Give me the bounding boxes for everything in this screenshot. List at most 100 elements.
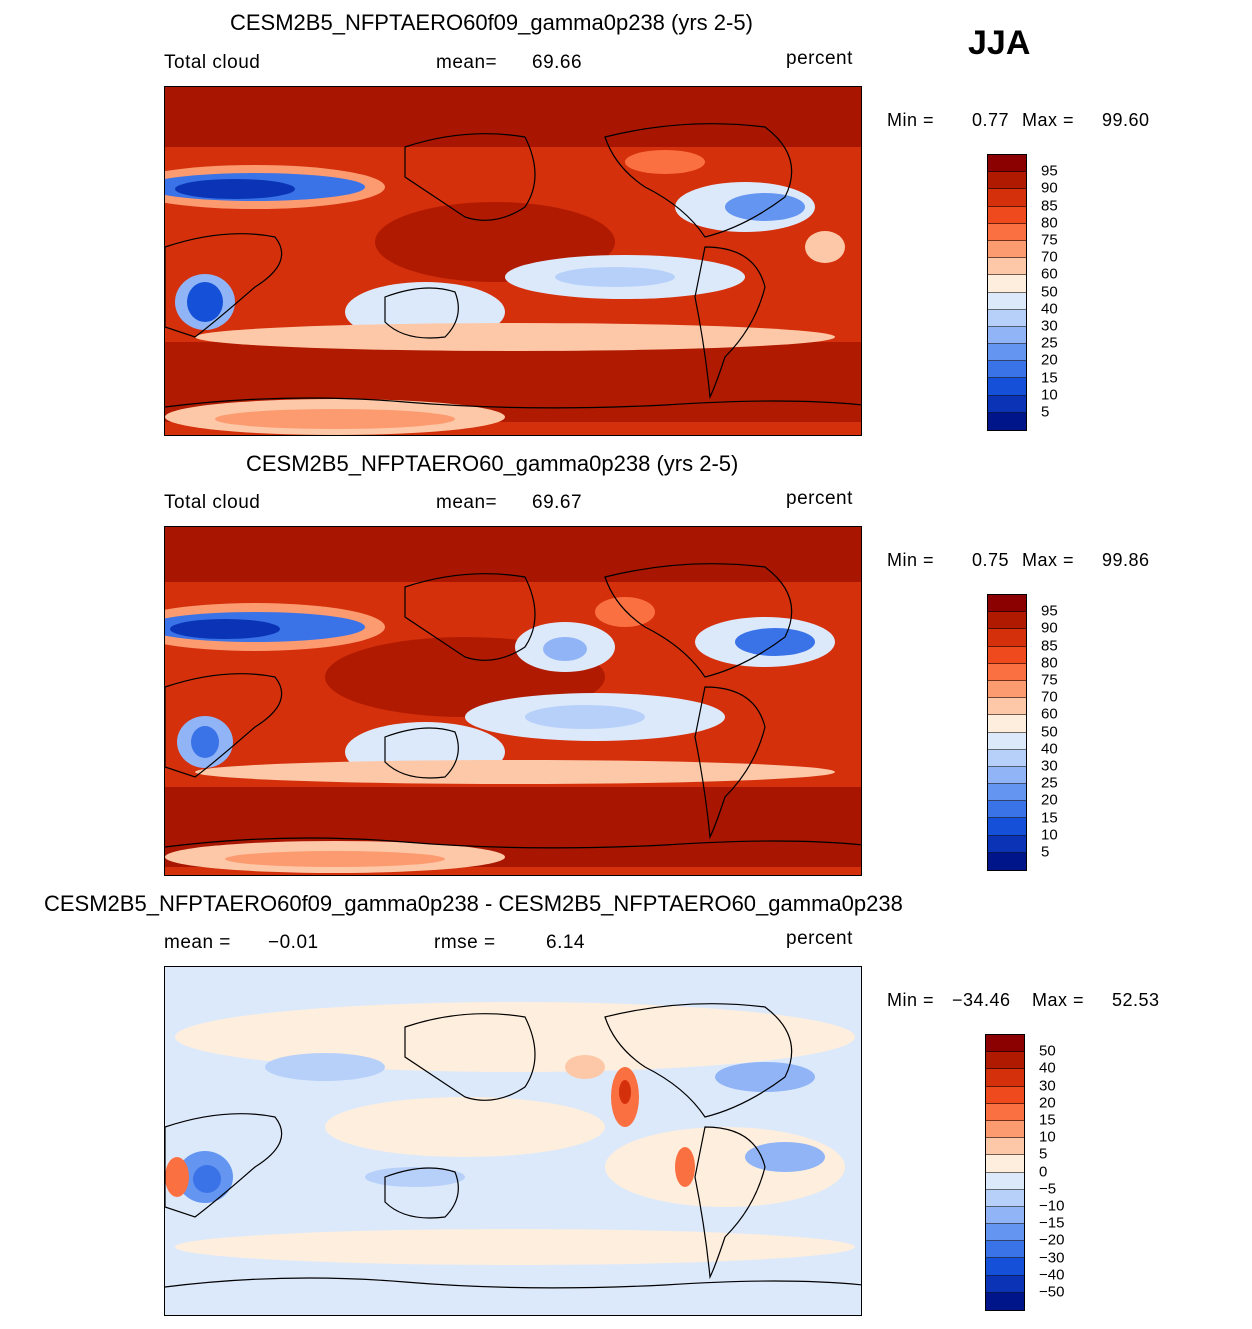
colorbar-swatch xyxy=(986,1069,1024,1087)
colorbar-tick-label: 20 xyxy=(1039,1094,1056,1112)
colorbar-swatch xyxy=(988,801,1026,819)
panel-3-rmse-value: 6.14 xyxy=(546,932,585,953)
panel-1-title: CESM2B5_NFPTAERO60f09_gamma0p238 (yrs 2-… xyxy=(230,10,753,35)
colorbar-swatch xyxy=(988,852,1026,870)
colorbar-tick-label: 85 xyxy=(1041,197,1058,215)
colorbar-swatch xyxy=(988,784,1026,802)
colorbar-swatch xyxy=(988,818,1026,836)
colorbar-swatch xyxy=(988,326,1026,345)
colorbar-swatch xyxy=(986,1035,1024,1053)
colorbar-swatch xyxy=(988,412,1026,430)
colorbar-tick-label: 60 xyxy=(1041,265,1058,283)
colorbar-swatch xyxy=(986,1120,1024,1139)
panel-1-mean-value: 69.66 xyxy=(532,52,583,73)
colorbar-tick-label: 0 xyxy=(1039,1163,1048,1181)
colorbar-swatch xyxy=(986,1138,1024,1156)
colorbar-tick-label: 95 xyxy=(1041,602,1058,620)
colorbar-tick-label: 15 xyxy=(1039,1111,1056,1129)
colorbar-tick-label: 20 xyxy=(1041,351,1058,369)
colorbar-swatch xyxy=(986,1155,1024,1173)
colorbar-swatch xyxy=(988,240,1026,259)
colorbar-swatch xyxy=(986,1275,1024,1293)
colorbar-tick-label: 80 xyxy=(1041,214,1058,232)
colorbar-swatch xyxy=(988,732,1026,750)
colorbar-tick-label: 15 xyxy=(1041,809,1058,827)
colorbar-swatch xyxy=(988,646,1026,664)
panel-2-mean-label: mean= xyxy=(436,492,498,513)
panel-2-min-label: Min = xyxy=(887,550,935,570)
season-label: JJA xyxy=(968,24,1031,62)
panel-1-min-value: 0.77 xyxy=(972,110,1010,130)
colorbar-swatch xyxy=(988,749,1026,767)
panel-3-units: percent xyxy=(786,928,853,949)
colorbar-swatch xyxy=(986,1189,1024,1207)
colorbar-swatch xyxy=(988,395,1026,413)
colorbar-tick-label: 25 xyxy=(1041,774,1058,792)
colorbar-swatch xyxy=(988,835,1026,853)
panel-3-mean-value: −0.01 xyxy=(268,932,319,953)
colorbar-tick-label: 5 xyxy=(1041,403,1050,421)
panel-2-min-value: 0.75 xyxy=(972,550,1010,570)
colorbar-tick-label: −30 xyxy=(1039,1249,1065,1267)
colorbar-tick-label: 10 xyxy=(1041,386,1058,404)
colorbar-tick-label: 5 xyxy=(1039,1145,1048,1163)
colorbar-swatch xyxy=(988,172,1026,190)
panel-3-min-label: Min = xyxy=(887,990,935,1010)
colorbar-tick-label: −20 xyxy=(1039,1231,1065,1249)
colorbar-swatch xyxy=(988,189,1026,207)
colorbar-swatch xyxy=(988,595,1026,613)
colorbar-tick-label: 70 xyxy=(1041,248,1058,266)
colorbar-tick-label: 15 xyxy=(1041,369,1058,387)
colorbar-tick-label: 75 xyxy=(1041,671,1058,689)
colorbar-tick-label: 50 xyxy=(1041,723,1058,741)
panel-2-map-field xyxy=(165,527,861,875)
colorbar-tick-label: 5 xyxy=(1041,843,1050,861)
colorbar-tick-label: 30 xyxy=(1041,757,1058,775)
colorbar-swatches xyxy=(985,1034,1025,1311)
colorbar-tick-label: 10 xyxy=(1041,826,1058,844)
colorbar-swatch xyxy=(988,361,1026,379)
colorbar-swatch xyxy=(988,698,1026,716)
colorbar-swatch xyxy=(988,680,1026,699)
colorbar-swatch xyxy=(988,344,1026,362)
colorbar-tick-label: 90 xyxy=(1041,179,1058,197)
colorbar-tick-label: −10 xyxy=(1039,1197,1065,1215)
panel-3-max-value: 52.53 xyxy=(1112,990,1160,1010)
colorbar-tick-label: 95 xyxy=(1041,162,1058,180)
colorbar-swatch xyxy=(986,1086,1024,1104)
colorbar-tick-label: 70 xyxy=(1041,688,1058,706)
colorbar-swatch xyxy=(986,1224,1024,1242)
panel-1-map xyxy=(164,86,862,436)
colorbar-swatches xyxy=(987,154,1027,431)
colorbar-tick-label: 50 xyxy=(1041,283,1058,301)
panel-2-colorbar: 95 90 85 80 75 70 60 50 40 30 25 20 15 10 5 xyxy=(987,594,1058,871)
colorbar-tick-label: −50 xyxy=(1039,1283,1065,1301)
panel-3-rmse-label: rmse = xyxy=(434,932,496,953)
colorbar-tick-label: 20 xyxy=(1041,791,1058,809)
colorbar-swatch xyxy=(988,629,1026,647)
colorbar-swatch xyxy=(988,612,1026,630)
panel-2-map xyxy=(164,526,862,876)
panel-3-mean-label: mean = xyxy=(164,932,231,953)
colorbar-swatch xyxy=(986,1258,1024,1276)
panel-3-max-label: Max = xyxy=(1032,990,1085,1010)
colorbar-swatch xyxy=(986,1172,1024,1190)
colorbar-swatch xyxy=(988,309,1026,327)
colorbar-tick-label: 30 xyxy=(1039,1077,1056,1095)
panel-1-min-label: Min = xyxy=(887,110,935,130)
colorbar-tick-label: 40 xyxy=(1041,740,1058,758)
colorbar-swatches xyxy=(987,594,1027,871)
colorbar-tick-label: 90 xyxy=(1041,619,1058,637)
panel-2-variable: Total cloud xyxy=(164,492,261,513)
colorbar-tick-label: 30 xyxy=(1041,317,1058,335)
colorbar-swatch xyxy=(988,766,1026,785)
colorbar-swatch xyxy=(986,1292,1024,1310)
colorbar-swatch xyxy=(986,1206,1024,1225)
colorbar-tick-label: 40 xyxy=(1041,300,1058,318)
colorbar-swatch xyxy=(988,663,1026,681)
colorbar-swatch xyxy=(988,155,1026,173)
colorbar-swatch xyxy=(988,223,1026,241)
panel-3-colorbar: 50 40 30 20 15 10 5 0 −5 −10 −15 −20 −30 −40 −50 xyxy=(985,1034,1064,1311)
colorbar-tick-label: 40 xyxy=(1039,1059,1056,1077)
colorbar-tick-label: 80 xyxy=(1041,654,1058,672)
